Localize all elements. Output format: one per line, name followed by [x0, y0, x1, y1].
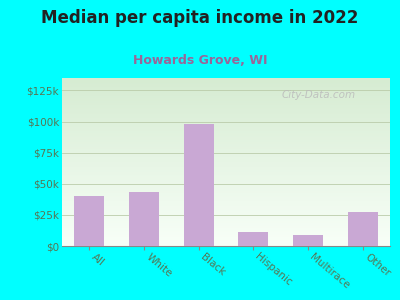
Bar — [74, 196, 104, 246]
Text: Median per capita income in 2022: Median per capita income in 2022 — [41, 9, 359, 27]
Bar — [348, 212, 378, 246]
Bar — [129, 193, 159, 246]
Text: Howards Grove, WI: Howards Grove, WI — [133, 54, 267, 67]
Bar — [184, 124, 214, 246]
Bar — [293, 235, 323, 246]
Bar — [238, 232, 268, 246]
Text: City-Data.com: City-Data.com — [282, 90, 356, 100]
